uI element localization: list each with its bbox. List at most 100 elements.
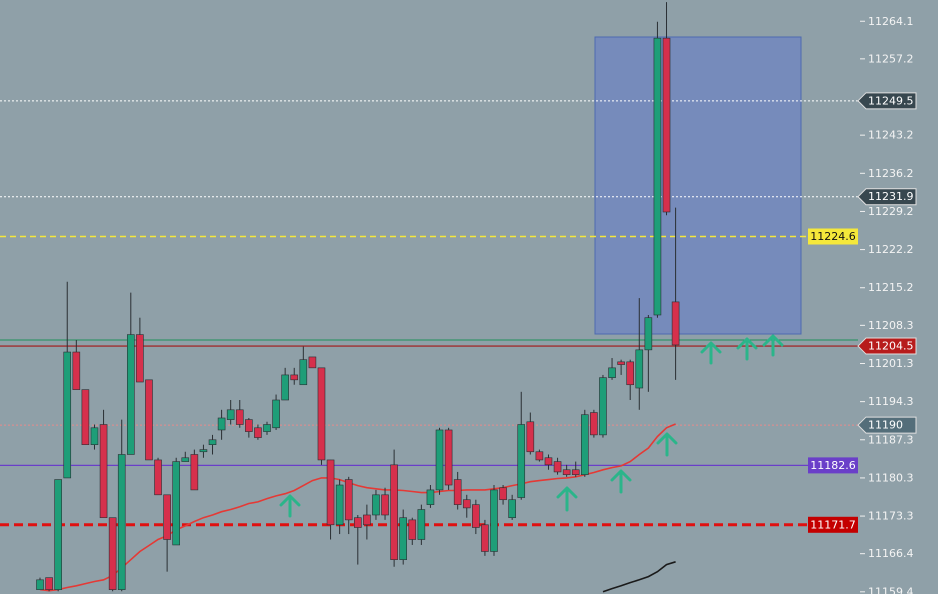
candle-body [335,484,344,526]
candle-body [145,379,153,461]
level-label-bg [808,457,858,474]
candle-body [245,419,253,432]
candle-body [590,412,598,436]
y-tick-label: 11222.2 [868,243,914,256]
candle-body [54,479,62,590]
y-tick-label: 11173.3 [868,510,914,523]
candle-body [90,427,99,445]
signal-arrow [656,432,678,457]
y-tick-label: 11159.4 [868,585,914,594]
signal-arrow [762,334,784,357]
level-label-bg [808,516,858,533]
level-labels: 11249.5 11231.9 11224.6 11204.5 11190 11182.6… [808,92,917,533]
candle-body [617,361,625,365]
y-tick-label: 11236.2 [868,167,914,180]
level-label: 11204.5 [868,340,914,353]
level-label-bg [857,188,917,206]
y-tick-label: 11201.3 [868,357,914,370]
candle-body [653,37,662,316]
candle-body [462,499,471,509]
level-label: 11231.9 [868,190,914,203]
signal-arrow [700,341,722,365]
y-tick-label: 11243.2 [868,129,914,142]
candle-body [136,334,144,383]
candle-body [508,499,516,519]
range-box [594,36,802,335]
candle-body [208,439,217,445]
y-tick-label: 11257.2 [868,52,914,65]
candle-body [644,317,653,351]
level-label: 11249.5 [868,94,914,107]
signal-arrow [556,486,578,512]
candle-body [217,417,226,431]
ma-line [602,561,676,593]
candle-body [72,351,81,390]
candle-body [662,37,671,213]
candle-body [45,577,53,590]
candle-body [490,489,498,552]
candle-body [390,464,398,560]
candle-body [254,427,262,438]
level-label-bg [857,416,917,434]
candle-body [553,461,562,473]
candle-body [99,424,108,519]
candle-body [571,469,580,475]
level-label: 11190 [868,419,903,432]
level-label: 11224.6 [810,230,856,243]
candle-body [381,494,389,516]
candle-body [635,349,644,389]
candle-body [226,409,235,420]
candle-body [481,524,489,552]
candle-body [408,519,417,540]
candle-body [535,451,544,461]
level-label: 11182.6 [810,459,856,472]
candle-body [444,429,453,486]
candle-body [453,479,462,505]
candle-body [263,424,271,432]
candle-body [344,479,353,521]
candle-body [435,429,444,491]
candle-body [154,459,162,496]
candle-body [63,351,72,479]
candle-body [399,517,408,560]
candle-body [426,489,435,505]
candle-body [372,494,380,516]
y-tick-label: 11215.2 [868,281,914,294]
y-tick-label: 11187.3 [868,433,914,446]
candle-body [290,374,299,381]
candle-body [235,409,244,425]
candles [36,2,680,592]
candle-body [190,454,199,491]
y-tick-label: 11180.3 [868,471,914,484]
candle-body [599,377,607,436]
y-tick-label: 11166.4 [868,547,914,560]
signal-arrows [279,334,784,518]
candle-body [562,469,571,475]
moving-averages [39,423,676,593]
candle-body [472,504,480,528]
y-tick-label: 11194.3 [868,395,914,408]
price-axis: 11264.1 11257.2 11243.2 11236.2 11229.2 11222… [860,15,914,594]
candle-body [317,367,326,461]
candle-body [199,449,208,453]
candle-body [608,367,616,378]
level-label: 11171.7 [810,518,856,531]
candle-body [326,459,335,526]
candle-body [117,454,126,590]
candle-body [526,421,535,453]
signal-arrow [279,494,301,518]
candle-body [417,509,426,540]
y-tick-label: 11208.3 [868,319,914,332]
level-label-bg [857,337,917,355]
level-label-bg [857,92,917,110]
signal-arrow [610,469,632,494]
candle-body [163,494,171,540]
candle-body [353,517,362,528]
candle-body [272,399,280,429]
ma-line [39,423,676,592]
candle-body [127,334,135,455]
candle-body [281,374,289,401]
candle-body [36,579,44,590]
